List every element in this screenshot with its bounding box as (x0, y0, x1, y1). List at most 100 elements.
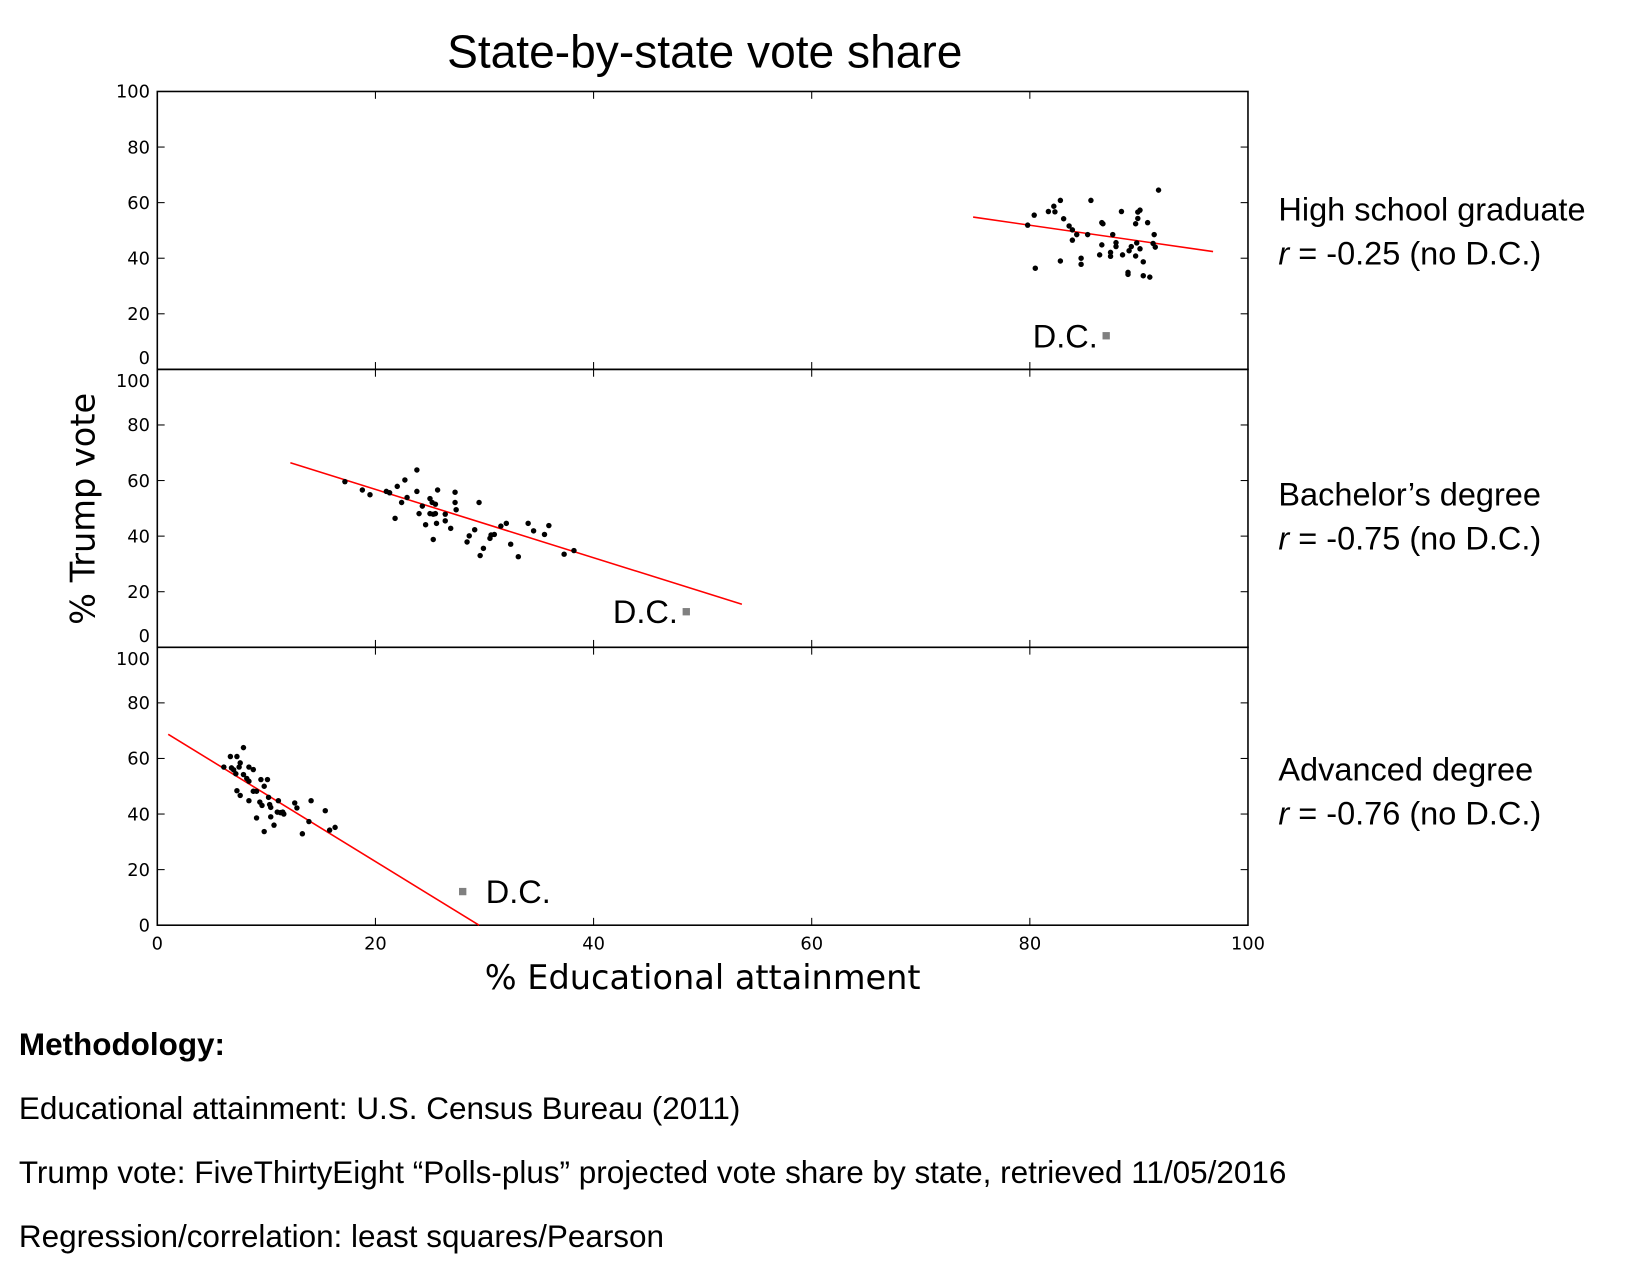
data-point (1113, 239, 1119, 246)
data-point (432, 510, 439, 517)
data-point (1057, 258, 1064, 264)
panel-labels: High school graduate r = -0.25 (no D.C.)… (1278, 191, 1585, 831)
data-point (525, 520, 531, 527)
data-point (1069, 227, 1076, 233)
plot-area: 0 20 40 60 80 100 D.C. 0 20 40 60 80 100 D.C. 0 20 40 60 8… (116, 82, 1265, 955)
panel-label-high-school: High school graduate (1278, 191, 1585, 227)
data-point (1069, 237, 1076, 243)
y-tick-label: 60 (127, 471, 150, 492)
data-point (308, 797, 314, 804)
data-point (234, 753, 240, 760)
data-point (392, 515, 398, 522)
chart-title: State-by-state vote share (447, 25, 962, 77)
data-point (261, 828, 267, 835)
data-point (1066, 223, 1072, 229)
data-point (571, 547, 577, 554)
methodology-line: Regression/correlation: least squares/Pe… (19, 1219, 664, 1254)
data-point (541, 531, 548, 538)
data-point (402, 477, 408, 483)
data-point (1132, 253, 1139, 259)
data-point (464, 539, 470, 545)
dc-point (459, 887, 467, 896)
panel-label-advanced: Advanced degree (1278, 751, 1533, 787)
y-tick-label: 100 (116, 82, 150, 103)
data-point (466, 533, 472, 539)
data-point (1125, 271, 1131, 278)
data-point (1140, 272, 1146, 279)
data-point (237, 792, 243, 799)
data-point (546, 522, 552, 529)
data-point (386, 490, 393, 496)
x-tick-label: 0 (152, 933, 163, 954)
methodology: Methodology: Educational attainment: U.S… (19, 1027, 1286, 1254)
r-value-bachelors: r = -0.75 (no D.C.) (1278, 521, 1541, 557)
data-point (332, 824, 338, 831)
y-tick-label: 80 (127, 415, 150, 436)
y-axis-label: % Trump vote (63, 393, 102, 625)
data-point (246, 778, 252, 784)
data-point (237, 760, 243, 766)
data-point (240, 771, 247, 778)
data-point (498, 523, 504, 529)
data-point (530, 528, 537, 534)
dc-label: D.C. (1033, 318, 1098, 354)
data-point (221, 764, 227, 770)
data-point (1137, 207, 1143, 213)
data-point (422, 522, 429, 528)
data-point (1152, 244, 1158, 250)
data-point (280, 809, 286, 815)
data-point (503, 520, 510, 527)
methodology-line: Trump vote: FiveThirtyEight “Polls-plus”… (19, 1155, 1286, 1190)
data-point (292, 800, 298, 806)
data-point (404, 494, 410, 501)
data-point (227, 753, 234, 760)
data-point (1060, 216, 1067, 222)
data-point (359, 487, 366, 493)
data-point (268, 814, 274, 820)
data-point (1084, 231, 1091, 238)
data-point (419, 503, 426, 509)
y-tick-label: 100 (116, 371, 150, 392)
data-point (1118, 208, 1125, 215)
x-tick-label: 20 (364, 933, 387, 954)
r-value-high-school: r = -0.25 (no D.C.) (1278, 236, 1541, 272)
data-point (491, 531, 498, 538)
data-point (1113, 243, 1119, 250)
y-tick-label: 20 (127, 582, 150, 603)
data-point (1107, 249, 1114, 256)
regression-line (290, 462, 743, 605)
data-point (1045, 208, 1052, 215)
y-tick-label: 80 (127, 137, 150, 158)
regression-line (167, 733, 480, 926)
data-point (1119, 252, 1126, 258)
data-point (1052, 209, 1058, 215)
dc-point (1102, 332, 1110, 340)
data-point (264, 776, 271, 783)
y-tick-label: 40 (127, 249, 150, 270)
data-point (507, 541, 514, 547)
data-point (398, 499, 405, 506)
x-tick-label: 60 (800, 933, 823, 954)
y-tick-label: 0 (139, 626, 150, 647)
data-point (1107, 253, 1114, 259)
data-point (1078, 255, 1084, 261)
data-point (561, 551, 567, 557)
y-tick-label: 80 (127, 693, 150, 714)
data-point (1088, 197, 1094, 204)
dc-label: D.C. (486, 874, 551, 910)
data-point (240, 744, 247, 751)
y-tick-label: 40 (127, 526, 150, 547)
data-point (453, 507, 459, 513)
data-point (1140, 259, 1146, 265)
data-point (394, 483, 400, 490)
data-point (1132, 221, 1139, 227)
data-point (367, 491, 373, 498)
data-point (306, 818, 312, 825)
panel-3: 0 20 40 60 80 100 0 20 40 60 80 100 D.C. (116, 646, 1265, 954)
x-tick-label: 100 (1231, 933, 1265, 954)
data-point (1051, 203, 1057, 209)
data-point (253, 815, 260, 821)
data-point (476, 499, 482, 506)
data-point (1128, 243, 1134, 250)
data-point (1155, 187, 1162, 193)
